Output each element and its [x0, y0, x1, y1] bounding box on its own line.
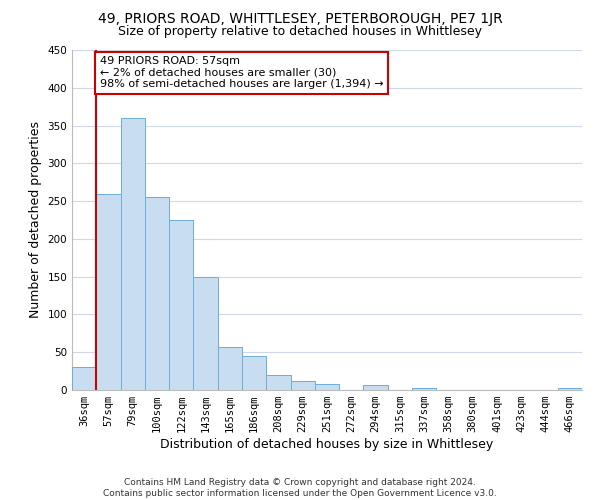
Bar: [364, 386, 388, 390]
Bar: [169, 220, 193, 390]
Bar: [242, 356, 266, 390]
Bar: [145, 198, 169, 390]
Bar: [266, 375, 290, 390]
Text: Contains HM Land Registry data © Crown copyright and database right 2024.
Contai: Contains HM Land Registry data © Crown c…: [103, 478, 497, 498]
Bar: [315, 384, 339, 390]
Text: Size of property relative to detached houses in Whittlesey: Size of property relative to detached ho…: [118, 25, 482, 38]
X-axis label: Distribution of detached houses by size in Whittlesey: Distribution of detached houses by size …: [160, 438, 494, 451]
Bar: [72, 368, 96, 390]
Bar: [558, 388, 582, 390]
Text: 49 PRIORS ROAD: 57sqm
← 2% of detached houses are smaller (30)
98% of semi-detac: 49 PRIORS ROAD: 57sqm ← 2% of detached h…: [100, 56, 383, 89]
Text: 49, PRIORS ROAD, WHITTLESEY, PETERBOROUGH, PE7 1JR: 49, PRIORS ROAD, WHITTLESEY, PETERBOROUG…: [98, 12, 502, 26]
Bar: [96, 194, 121, 390]
Y-axis label: Number of detached properties: Number of detached properties: [29, 122, 42, 318]
Bar: [290, 381, 315, 390]
Bar: [412, 388, 436, 390]
Bar: [121, 118, 145, 390]
Bar: [218, 347, 242, 390]
Bar: [193, 278, 218, 390]
